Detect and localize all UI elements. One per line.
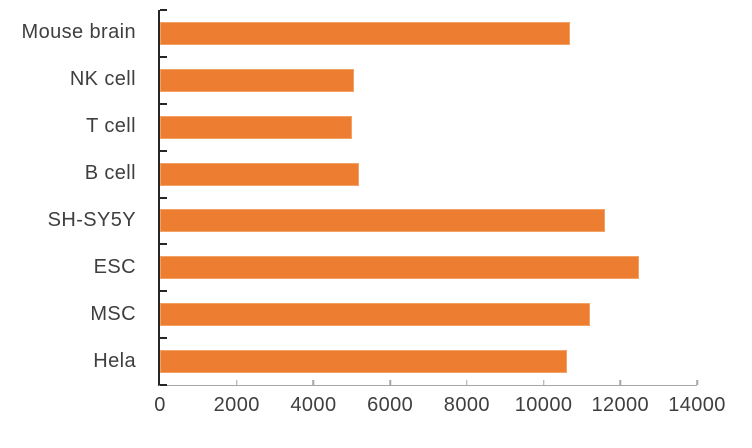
- x-axis-tick: [312, 380, 315, 385]
- bar-row-msc: [160, 291, 697, 338]
- y-axis-tick: [160, 243, 167, 246]
- category-label-mouse-brain: Mouse brain: [21, 21, 136, 44]
- x-axis-label-0: 0: [154, 394, 166, 416]
- x-axis-label-2000: 2000: [213, 394, 260, 416]
- y-axis-tick: [160, 384, 167, 386]
- category-label-hela: Hela: [93, 349, 136, 372]
- y-axis-labels: Mouse brain NK cell T cell B cell SH-SY5Y ESC…: [0, 10, 148, 385]
- y-axis-tick: [160, 149, 167, 152]
- y-axis-tick: [160, 55, 167, 58]
- bar-row-esc: [160, 244, 697, 291]
- plot-area: [158, 9, 698, 386]
- x-axis-label-10000: 10000: [514, 394, 573, 416]
- bar-mouse-brain: [160, 21, 571, 45]
- bar-esc: [160, 256, 640, 280]
- bar-row-b-cell: [160, 151, 697, 198]
- x-axis-label-6000: 6000: [367, 394, 414, 416]
- bar-msc: [160, 303, 590, 327]
- y-axis-tick: [160, 196, 167, 199]
- x-axis-tick: [619, 380, 622, 385]
- y-axis-tick: [160, 102, 167, 105]
- category-label-msc: MSC: [90, 302, 136, 325]
- x-axis-tick: [235, 380, 238, 385]
- bar-sh-sy5y: [160, 209, 605, 233]
- bar-row-mouse-brain: [160, 10, 697, 57]
- bar-row-sh-sy5y: [160, 198, 697, 245]
- bar-hela: [160, 350, 567, 374]
- category-label-t-cell: T cell: [86, 115, 136, 138]
- category-label-b-cell: B cell: [84, 162, 136, 185]
- x-axis-tick: [696, 380, 698, 385]
- bar-row-t-cell: [160, 104, 697, 151]
- x-axis-tick: [389, 380, 391, 385]
- y-axis-tick: [160, 9, 167, 11]
- bar-t-cell: [160, 115, 352, 139]
- x-axis-labels: 0 2000 4000 6000 8000 10000 12000 14000: [0, 394, 752, 422]
- category-label-esc: ESC: [93, 255, 136, 278]
- bar-nk-cell: [160, 68, 354, 92]
- x-axis-label-8000: 8000: [443, 394, 490, 416]
- category-label-sh-sy5y: SH-SY5Y: [47, 208, 136, 231]
- x-axis-tick: [466, 380, 468, 385]
- x-axis-label-4000: 4000: [290, 394, 337, 416]
- bar-b-cell: [160, 162, 359, 186]
- x-axis-label-14000: 14000: [668, 394, 726, 416]
- bar-row-nk-cell: [160, 57, 697, 104]
- y-axis-tick: [160, 290, 167, 293]
- y-axis-tick: [160, 337, 167, 340]
- bar-row-hela: [160, 338, 697, 385]
- x-axis-tick: [542, 380, 545, 385]
- x-axis-label-12000: 12000: [591, 394, 650, 416]
- category-label-nk-cell: NK cell: [69, 68, 136, 91]
